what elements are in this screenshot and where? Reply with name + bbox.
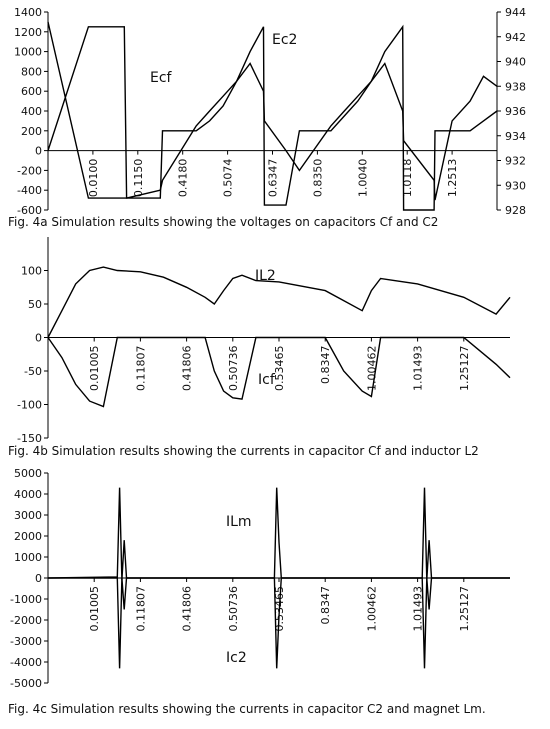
y-tick-label: -400 <box>17 184 42 197</box>
x-tick-label: 0.41806 <box>181 346 194 392</box>
series-line <box>47 336 511 408</box>
x-tick-label: 1.2513 <box>446 159 459 198</box>
y2-tick-label: 938 <box>505 80 526 93</box>
x-tick-label: 0.0100 <box>87 159 100 198</box>
x-tick-label: 1.0118 <box>401 159 414 198</box>
x-tick-label: 0.11807 <box>134 586 147 632</box>
x-tick-label: 0.11807 <box>134 346 147 392</box>
y-tick-label: -200 <box>17 164 42 177</box>
x-tick-label: 0.4180 <box>177 159 190 198</box>
x-tick-label: 0.50736 <box>227 346 240 392</box>
x-tick-label: 1.00462 <box>365 586 378 632</box>
y2-tick-label: 930 <box>505 179 526 192</box>
y-tick-label: 0 <box>35 145 42 158</box>
caption: Fig. 4c Simulation results showing the c… <box>8 702 486 716</box>
x-tick-label: 1.0040 <box>356 159 369 198</box>
y-tick-label: 2000 <box>14 530 42 543</box>
x-tick-label: 0.8347 <box>319 586 332 625</box>
series-line <box>47 487 510 581</box>
series-line <box>47 266 511 338</box>
y-tick-label: 5000 <box>14 467 42 480</box>
x-tick-label: 0.6347 <box>267 159 280 198</box>
series-label: Icf <box>258 372 276 388</box>
y2-tick-label: 934 <box>505 130 526 143</box>
y2-tick-label: 944 <box>505 6 526 19</box>
x-tick-label: 1.01493 <box>412 346 425 392</box>
y-tick-label: -600 <box>17 204 42 217</box>
y-tick-label: 0 <box>35 332 42 345</box>
x-tick-label: 0.01005 <box>88 346 101 392</box>
series-label: ILm <box>226 514 252 530</box>
y-tick-label: 0 <box>35 572 42 585</box>
x-tick-label: 0.8350 <box>311 159 324 198</box>
y2-tick-label: 942 <box>505 31 526 44</box>
y2-tick-label: 936 <box>505 105 526 118</box>
series-label: IL2 <box>255 268 276 284</box>
y-tick-label: 100 <box>21 265 42 278</box>
x-tick-label: 1.00462 <box>365 346 378 392</box>
y-tick-label: 1000 <box>14 551 42 564</box>
x-tick-label: 0.50736 <box>227 586 240 632</box>
x-tick-label: 1.01493 <box>412 586 425 632</box>
y2-tick-label: 940 <box>505 56 526 69</box>
y-tick-label: -4000 <box>10 656 42 669</box>
y-tick-label: 800 <box>21 65 42 78</box>
series-label: Ic2 <box>226 650 247 666</box>
y2-tick-label: 928 <box>505 204 526 217</box>
y-tick-label: 1400 <box>14 6 42 19</box>
y-tick-label: 50 <box>28 298 42 311</box>
y-tick-label: 3000 <box>14 509 42 522</box>
y-tick-label: -3000 <box>10 635 42 648</box>
series-line <box>48 577 510 669</box>
series-label: Ecf <box>150 70 173 86</box>
y-tick-label: -100 <box>17 399 42 412</box>
y-tick-label: -1000 <box>10 593 42 606</box>
y-tick-label: 1000 <box>14 46 42 59</box>
series-line <box>47 24 498 211</box>
series-label: Ec2 <box>272 32 297 48</box>
x-tick-label: 0.01005 <box>88 586 101 632</box>
y-tick-label: 600 <box>21 85 42 98</box>
x-tick-label: 0.53465 <box>273 346 286 392</box>
caption: Fig. 4b Simulation results showing the c… <box>8 444 479 458</box>
y-tick-label: -5000 <box>10 677 42 690</box>
y-tick-label: 4000 <box>14 488 42 501</box>
x-tick-label: 0.8347 <box>319 346 332 385</box>
y-tick-label: 200 <box>21 125 42 138</box>
x-tick-label: 0.1150 <box>132 159 145 198</box>
series-line <box>47 21 498 201</box>
x-tick-label: 1.25127 <box>458 586 471 632</box>
y-tick-label: -150 <box>17 432 42 445</box>
y-tick-label: 1200 <box>14 26 42 39</box>
y-tick-label: -50 <box>24 365 42 378</box>
x-tick-label: 1.25127 <box>458 346 471 392</box>
x-tick-label: 0.41806 <box>181 586 194 632</box>
y-tick-label: -2000 <box>10 614 42 627</box>
y-tick-label: 400 <box>21 105 42 118</box>
x-tick-label: 0.5074 <box>222 159 235 198</box>
caption: Fig. 4a Simulation results showing the v… <box>8 215 438 229</box>
y2-tick-label: 932 <box>505 155 526 168</box>
